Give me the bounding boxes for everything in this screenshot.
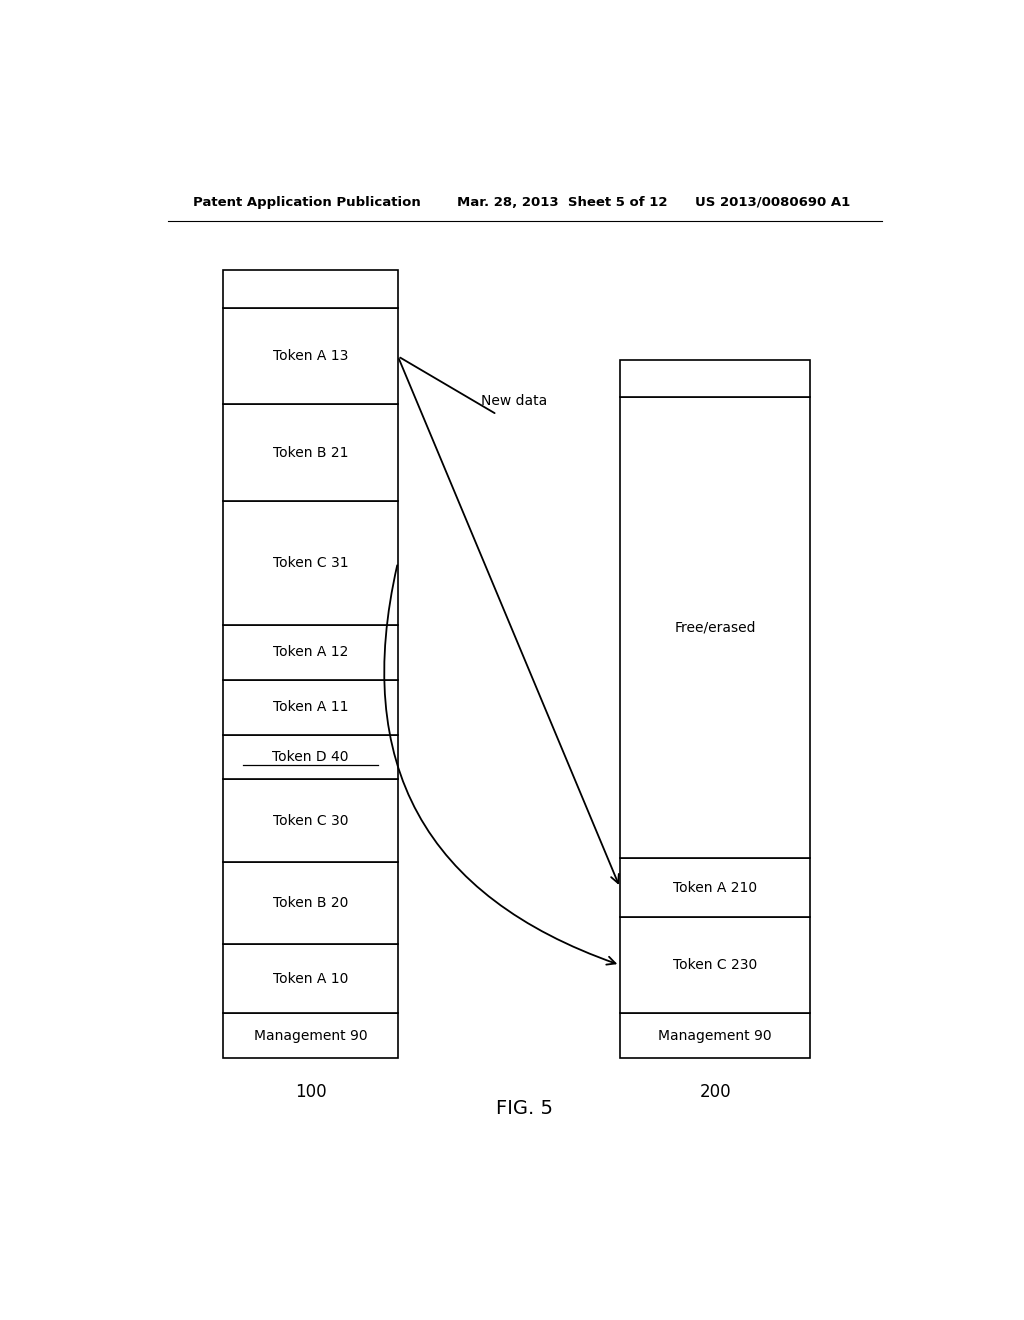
- Text: Mar. 28, 2013  Sheet 5 of 12: Mar. 28, 2013 Sheet 5 of 12: [458, 195, 668, 209]
- Text: Management 90: Management 90: [254, 1028, 368, 1043]
- Text: Token A 12: Token A 12: [272, 645, 348, 659]
- Text: Token A 210: Token A 210: [673, 880, 758, 895]
- Text: US 2013/0080690 A1: US 2013/0080690 A1: [695, 195, 851, 209]
- Bar: [223, 734, 397, 779]
- Text: Token A 11: Token A 11: [272, 700, 348, 714]
- Bar: [620, 858, 810, 917]
- Text: Free/erased: Free/erased: [675, 620, 756, 635]
- Bar: [223, 308, 397, 404]
- Text: 200: 200: [699, 1084, 731, 1101]
- Text: 100: 100: [295, 1084, 327, 1101]
- Text: Token B 21: Token B 21: [272, 446, 348, 459]
- Text: New data: New data: [481, 395, 548, 408]
- Text: Patent Application Publication: Patent Application Publication: [194, 195, 421, 209]
- Bar: [620, 1014, 810, 1057]
- Bar: [223, 680, 397, 734]
- Bar: [620, 359, 810, 397]
- Text: Token C 230: Token C 230: [673, 958, 758, 972]
- Text: Token B 20: Token B 20: [272, 896, 348, 909]
- Text: Token A 10: Token A 10: [272, 972, 348, 986]
- Bar: [223, 862, 397, 944]
- Bar: [223, 779, 397, 862]
- Text: Management 90: Management 90: [658, 1028, 772, 1043]
- Bar: [620, 917, 810, 1014]
- Text: Token A 13: Token A 13: [272, 350, 348, 363]
- Bar: [223, 404, 397, 500]
- Bar: [223, 271, 397, 308]
- Bar: [223, 944, 397, 1014]
- Bar: [620, 397, 810, 858]
- Bar: [223, 1014, 397, 1057]
- Text: FIG. 5: FIG. 5: [497, 1100, 553, 1118]
- Text: Token D 40: Token D 40: [272, 750, 349, 764]
- Bar: [223, 500, 397, 624]
- Bar: [223, 624, 397, 680]
- Text: Token C 31: Token C 31: [272, 556, 348, 570]
- Text: Token C 30: Token C 30: [272, 813, 348, 828]
